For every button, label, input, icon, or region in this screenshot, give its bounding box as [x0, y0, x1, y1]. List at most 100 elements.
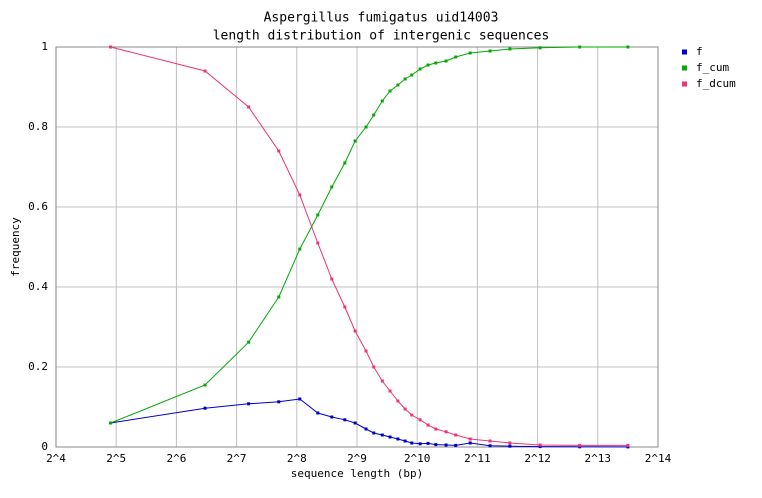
y-tick-label: 0 — [41, 440, 48, 453]
data-point — [372, 365, 376, 369]
data-point — [364, 349, 368, 353]
legend-label: f_dcum — [696, 77, 736, 90]
data-point — [578, 443, 582, 447]
data-point — [247, 105, 251, 109]
y-tick-label: 0.2 — [28, 360, 48, 373]
data-point — [418, 67, 422, 71]
data-point — [403, 439, 407, 443]
legend-marker — [682, 81, 687, 87]
data-point — [330, 185, 334, 189]
y-axis-label: frequency — [9, 217, 22, 277]
data-point — [298, 247, 302, 251]
y-tick-label: 1 — [41, 40, 48, 53]
data-point — [364, 125, 368, 129]
x-tick-label: 2^8 — [287, 452, 307, 465]
data-point — [454, 55, 458, 59]
data-point — [298, 397, 302, 401]
data-point — [396, 83, 400, 87]
x-tick-label: 2^9 — [347, 452, 367, 465]
data-point — [316, 241, 320, 245]
data-point — [410, 73, 414, 77]
data-point — [578, 45, 582, 49]
data-point — [410, 441, 414, 445]
x-tick-label: 2^5 — [106, 452, 126, 465]
data-point — [418, 418, 422, 422]
data-point — [488, 439, 492, 443]
data-point — [508, 441, 512, 445]
data-point — [454, 443, 458, 447]
data-point — [426, 63, 430, 67]
data-point — [626, 445, 630, 449]
data-point — [298, 193, 302, 197]
data-point — [508, 444, 512, 448]
data-point — [372, 113, 376, 117]
data-point — [403, 407, 407, 411]
data-point — [380, 379, 384, 383]
legend-marker — [682, 65, 687, 71]
data-point — [426, 441, 430, 445]
data-point — [277, 295, 281, 299]
data-point — [538, 443, 542, 447]
data-point — [434, 427, 438, 431]
plot-frame — [55, 46, 659, 448]
data-point — [508, 47, 512, 51]
data-point — [388, 435, 392, 439]
x-tick-label: 2^10 — [404, 452, 431, 465]
legend-marker — [682, 49, 687, 55]
data-point — [330, 415, 334, 419]
data-point — [343, 418, 347, 422]
data-point — [388, 89, 392, 93]
data-point — [372, 431, 376, 435]
data-point — [626, 45, 630, 49]
data-point — [454, 433, 458, 437]
data-point — [316, 411, 320, 415]
data-point — [203, 383, 207, 387]
data-point — [538, 46, 542, 50]
data-point — [316, 213, 320, 217]
data-point — [247, 340, 251, 344]
data-point — [109, 45, 113, 49]
data-point — [380, 99, 384, 103]
data-point — [353, 139, 357, 143]
data-point — [353, 421, 357, 425]
data-point — [109, 421, 113, 425]
data-point — [426, 423, 430, 427]
data-point — [444, 430, 448, 434]
data-point — [468, 437, 472, 441]
data-point — [343, 305, 347, 309]
data-point — [418, 442, 422, 446]
x-tick-label: 2^6 — [166, 452, 186, 465]
data-point — [444, 443, 448, 447]
data-point — [434, 61, 438, 65]
x-tick-label: 2^11 — [464, 452, 491, 465]
data-point — [277, 400, 281, 404]
data-point — [410, 413, 414, 417]
data-point — [626, 443, 630, 447]
legend-label: f — [696, 45, 703, 58]
data-point — [380, 433, 384, 437]
data-point — [444, 59, 448, 63]
y-tick-label: 0.4 — [28, 280, 48, 293]
data-point — [388, 389, 392, 393]
data-point — [434, 443, 438, 447]
data-point — [364, 427, 368, 431]
data-point — [538, 445, 542, 449]
data-point — [277, 149, 281, 153]
data-point — [203, 69, 207, 73]
data-point — [396, 437, 400, 441]
x-tick-label: 2^4 — [46, 452, 66, 465]
data-point — [396, 399, 400, 403]
x-tick-label: 2^7 — [227, 452, 247, 465]
data-point — [203, 406, 207, 410]
legend-label: f_cum — [696, 61, 729, 74]
data-point — [330, 277, 334, 281]
data-point — [468, 441, 472, 445]
y-tick-label: 0.8 — [28, 120, 48, 133]
data-point — [343, 161, 347, 165]
x-tick-label: 2^14 — [645, 452, 672, 465]
x-axis-label: sequence length (bp) — [291, 467, 423, 480]
data-point — [353, 329, 357, 333]
data-point — [488, 49, 492, 53]
